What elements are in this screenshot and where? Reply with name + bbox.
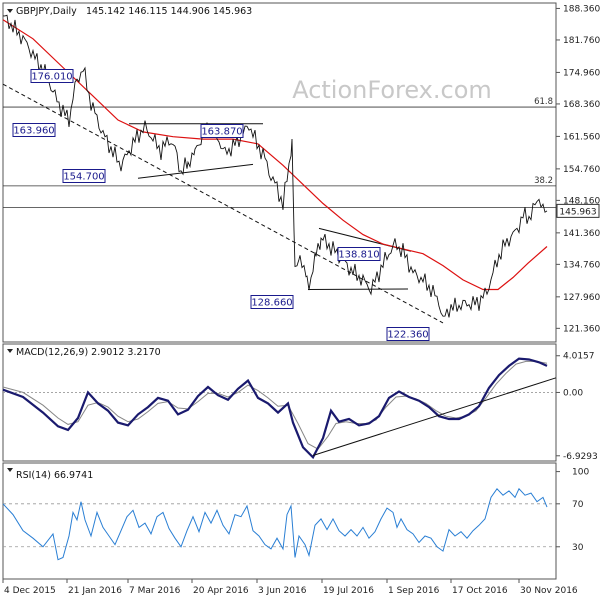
price-annotation-label: 122.360 bbox=[387, 330, 428, 341]
fib-level-label: 38.2 bbox=[534, 176, 553, 186]
dropdown-arrow-icon bbox=[7, 349, 13, 353]
macd-signal-line bbox=[2, 360, 548, 450]
price-annotation-box bbox=[200, 124, 244, 138]
price-annotation-box bbox=[250, 295, 294, 309]
price-annotation-label: 128.660 bbox=[251, 298, 292, 309]
macd-y-tick-label: 0.00 bbox=[563, 388, 583, 398]
last-price-label: 145.963 bbox=[559, 207, 596, 217]
price-trendline bbox=[137, 163, 254, 179]
price-y-tick-label: 148.160 bbox=[563, 196, 600, 206]
macd-trendline bbox=[312, 377, 557, 456]
price-annotation-box bbox=[386, 327, 430, 341]
rsi-panel-frame bbox=[2, 462, 557, 580]
price-annotation-box bbox=[337, 247, 381, 261]
last-price-box bbox=[556, 203, 600, 218]
price-y-tick-label: 141.360 bbox=[563, 229, 600, 239]
rsi-line bbox=[2, 487, 548, 561]
price-title: GBPJPY,Daily bbox=[16, 6, 77, 17]
moving-average-line bbox=[2, 19, 548, 291]
price-annotation-label: 154.700 bbox=[63, 172, 104, 183]
x-tick-label: 7 Mar 2016 bbox=[129, 586, 181, 596]
x-tick-label: 17 Oct 2016 bbox=[452, 586, 508, 596]
macd-y-tick-label: -6.9293 bbox=[563, 452, 598, 462]
ohlc-readout: 145.142 146.115 144.906 145.963 bbox=[86, 6, 252, 17]
macd-panel-frame bbox=[2, 343, 557, 462]
x-tick-label: 19 Jul 2016 bbox=[323, 586, 374, 596]
macd-line bbox=[2, 357, 548, 460]
price-y-tick-label: 161.560 bbox=[563, 132, 600, 142]
x-tick-label: 1 Sep 2016 bbox=[388, 586, 440, 596]
price-y-tick-label: 134.760 bbox=[563, 260, 600, 270]
price-series-line bbox=[3, 14, 548, 318]
price-y-tick-label: 127.960 bbox=[563, 293, 600, 303]
x-tick-label: 4 Dec 2015 bbox=[4, 586, 56, 596]
price-annotation-label: 163.870 bbox=[201, 127, 242, 138]
price-y-tick-label: 154.760 bbox=[563, 165, 600, 175]
price-panel-frame bbox=[2, 2, 557, 343]
x-tick-label: 20 Apr 2016 bbox=[193, 586, 249, 596]
dropdown-arrow-icon bbox=[7, 9, 13, 13]
x-tick-label: 21 Jan 2016 bbox=[68, 586, 122, 596]
dropdown-arrow-icon bbox=[7, 468, 13, 472]
macd-y-tick-label: 4.0157 bbox=[563, 352, 595, 362]
rsi-y-tick-label: 70 bbox=[572, 500, 584, 510]
rsi-title: RSI(14) 66.9741 bbox=[16, 470, 93, 481]
price-annotation-box bbox=[30, 69, 74, 83]
price-y-tick-label: 181.760 bbox=[563, 36, 600, 46]
macd-title: MACD(12,26,9) 2.9012 3.2170 bbox=[16, 347, 161, 358]
rsi-y-tick-label: 30 bbox=[572, 543, 584, 553]
rsi-y-tick-label: 100 bbox=[572, 468, 589, 478]
x-tick-label: 3 Jun 2016 bbox=[258, 586, 307, 596]
price-annotation-label: 138.810 bbox=[338, 250, 379, 261]
fib-level-label: 61.8 bbox=[534, 97, 553, 107]
price-y-tick-label: 188.360 bbox=[563, 4, 600, 14]
watermark-text: ActionForex.com bbox=[292, 76, 492, 104]
price-annotation-box bbox=[62, 169, 106, 183]
price-y-tick-label: 174.960 bbox=[563, 68, 600, 78]
price-y-tick-label: 168.360 bbox=[563, 100, 600, 110]
price-y-tick-label: 121.360 bbox=[563, 324, 600, 334]
x-tick-label: 30 Nov 2016 bbox=[520, 586, 578, 596]
price-annotation-label: 163.960 bbox=[13, 126, 54, 137]
price-trendline bbox=[2, 83, 444, 324]
price-annotation-label: 176.010 bbox=[31, 72, 72, 83]
price-annotation-box bbox=[12, 123, 56, 137]
